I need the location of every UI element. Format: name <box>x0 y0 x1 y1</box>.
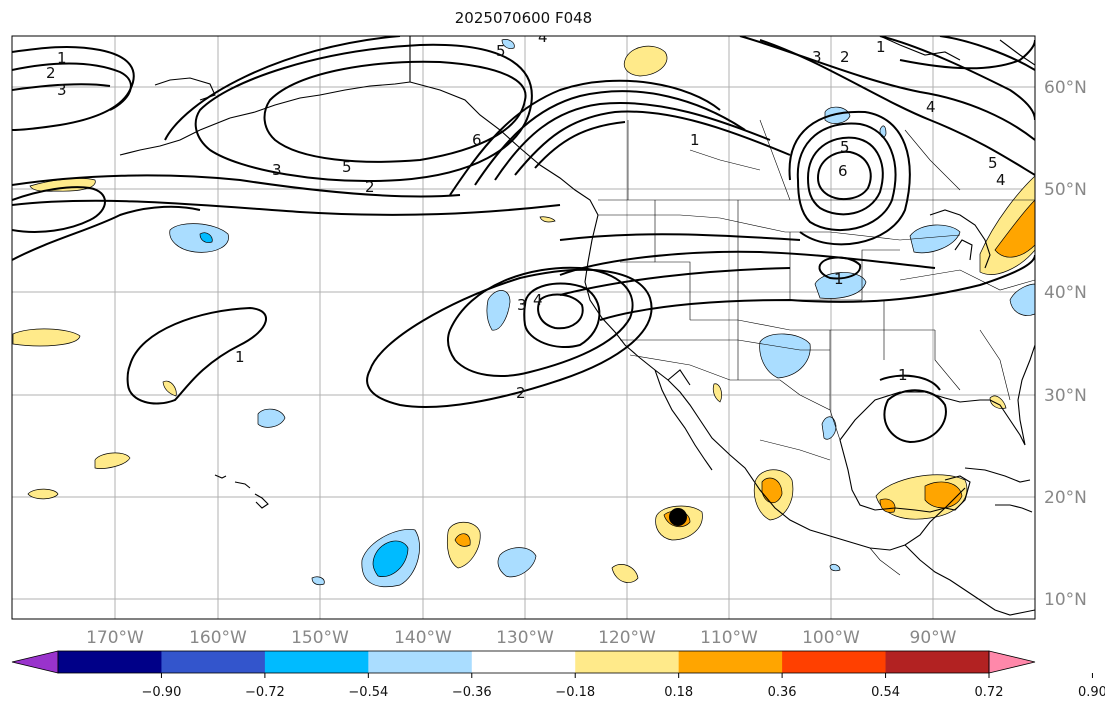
contour-label: 2 <box>46 64 56 82</box>
colorbar-outline <box>57 650 990 674</box>
contour-label: 2 <box>516 384 526 402</box>
contour-label: 1 <box>834 270 844 288</box>
lon-tick-label: 140°W <box>394 628 452 648</box>
contour-label: 3 <box>272 161 282 179</box>
political-borders <box>598 119 1035 576</box>
map-frame <box>11 35 1036 620</box>
colorbar-segment <box>368 651 473 673</box>
colorbar-tick-label: 0.36 <box>768 685 797 700</box>
contour-labels: 1 2 3 5 3 2 6 1 3 2 1 4 5 4 6 5 3 4 1 2 … <box>46 28 1006 402</box>
contour-label: 1 <box>690 131 700 149</box>
contour-label: 3 <box>517 296 527 314</box>
contour-label: 5 <box>496 42 506 60</box>
contour-label: 1 <box>898 366 908 384</box>
lat-tick-label: 10°N <box>1044 590 1087 610</box>
contour-label: 6 <box>838 162 848 180</box>
lon-tick-label: 90°W <box>910 628 957 648</box>
contour-label: 6 <box>472 131 482 149</box>
contour-label: 1 <box>57 49 67 67</box>
colorbar-over-triangle <box>988 650 1036 674</box>
lon-tick-label: 160°W <box>189 628 247 648</box>
anomaly-shading <box>12 39 1035 588</box>
colorbar-segment <box>161 651 266 673</box>
lat-tick-label: 40°N <box>1044 283 1087 303</box>
lat-tick-label: 20°N <box>1044 488 1087 508</box>
lat-tick-label: 30°N <box>1044 386 1087 406</box>
colorbar-tick-label: −0.54 <box>348 685 388 700</box>
contour-label: 2 <box>840 48 850 66</box>
contour-label: 5 <box>988 154 998 172</box>
colorbar-tick-label: 0.90 <box>1078 685 1105 700</box>
lon-tick-label: 100°W <box>802 628 860 648</box>
lon-tick-label: 120°W <box>598 628 656 648</box>
lat-tick-label: 50°N <box>1044 180 1087 200</box>
latitude-ticks: 60°N 50°N 40°N 30°N 20°N 10°N <box>1044 78 1087 610</box>
colorbar-segment <box>885 651 990 673</box>
colorbar-tick-label: 0.54 <box>871 685 900 700</box>
graticule <box>12 36 1035 619</box>
contour-label: 4 <box>996 171 1006 189</box>
colorbar-tick-label: −0.36 <box>452 685 492 700</box>
colorbar: −0.90 −0.72 −0.54 −0.36 −0.18 0.18 0.36 0.54 0.7… <box>11 650 1105 700</box>
contour-label: 5 <box>840 138 850 156</box>
contour-label: 1 <box>235 348 245 366</box>
longitude-ticks: 170°W 160°W 150°W 140°W 130°W 120°W 110°… <box>86 628 957 648</box>
colorbar-segment <box>782 651 887 673</box>
contour-label: 2 <box>365 178 375 196</box>
contour-label: 5 <box>342 158 352 176</box>
contour-lines <box>12 36 1035 444</box>
coastlines <box>119 36 1035 616</box>
lon-tick-label: 170°W <box>86 628 144 648</box>
colorbar-tick-label: 0.72 <box>975 685 1004 700</box>
map-panel <box>12 36 1035 619</box>
colorbar-segment <box>471 651 576 673</box>
colorbar-tick-label: 0.18 <box>664 685 693 700</box>
colorbar-under-triangle <box>11 650 59 674</box>
contour-label: 4 <box>926 98 936 116</box>
colorbar-tick-label: −0.90 <box>142 685 182 700</box>
contour-label: 3 <box>57 81 67 99</box>
lon-tick-label: 150°W <box>291 628 349 648</box>
contour-label: 3 <box>812 48 822 66</box>
colorbar-segment <box>58 651 162 673</box>
storm-center-marker <box>669 508 687 526</box>
contour-label: 4 <box>533 291 543 309</box>
colorbar-tick-label: −0.72 <box>245 685 285 700</box>
colorbar-segment <box>264 651 369 673</box>
lon-tick-label: 110°W <box>700 628 758 648</box>
lon-tick-label: 130°W <box>496 628 554 648</box>
colorbar-segment <box>678 651 783 673</box>
contour-label: 4 <box>538 28 548 46</box>
contour-label: 1 <box>876 38 886 56</box>
lat-tick-label: 60°N <box>1044 78 1087 98</box>
colorbar-tick-label: −0.18 <box>555 685 595 700</box>
map-title: 2025070600 F048 <box>454 9 593 27</box>
colorbar-segment <box>575 651 680 673</box>
